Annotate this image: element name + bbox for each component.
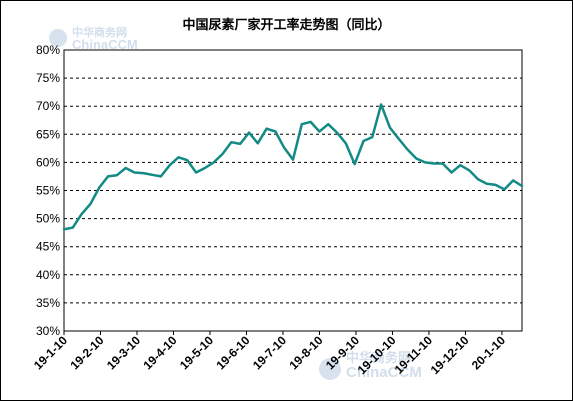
y-tick-label: 40%	[36, 268, 60, 282]
x-tick-label: 19-12-10	[428, 333, 472, 377]
x-tick-label: 19-4-10	[140, 333, 179, 372]
x-tick-label: 20-1-10	[469, 333, 508, 372]
y-axis-ticks: 30% 35% 40% 45% 50% 55% 60% 65% 70% 75% 80%	[36, 43, 60, 338]
x-tick-label: 19-7-10	[250, 333, 289, 372]
watermark-text-top-en: ChinaCCM	[72, 37, 138, 52]
x-tick-label: 19-1-10	[31, 333, 70, 372]
x-axis-ticks: 19-1-1019-2-1019-3-1019-4-1019-5-1019-6-…	[31, 331, 508, 377]
y-tick-label: 65%	[36, 127, 60, 141]
y-tick-label: 80%	[36, 43, 60, 57]
x-tick-label: 19-3-10	[104, 333, 143, 372]
watermark-text-bottom-cn: 中华商务网	[346, 350, 411, 365]
watermark-text-top-cn: 中华商务网	[72, 25, 127, 39]
y-tick-label: 45%	[36, 240, 60, 254]
y-tick-label: 55%	[36, 184, 60, 198]
y-tick-label: 50%	[36, 212, 60, 226]
chart-title: 中国尿素厂家开工率走势图（同比）	[182, 18, 391, 33]
watermarks: 中华商务网 ChinaCCM 中华商务网 ChinaCCM	[49, 25, 422, 381]
x-tick-label: 19-5-10	[177, 333, 216, 372]
series-line	[62, 103, 524, 231]
y-tick-label: 35%	[36, 296, 60, 310]
x-tick-label: 19-6-10	[213, 333, 252, 372]
watermark-text-bottom-en: ChinaCCM	[346, 364, 422, 381]
watermark-logo-icon	[49, 29, 67, 47]
y-tick-label: 70%	[36, 99, 60, 113]
y-tick-label: 75%	[36, 71, 60, 85]
gridlines	[64, 77, 522, 304]
y-tick-label: 30%	[36, 324, 60, 338]
x-tick-label: 19-2-10	[67, 333, 106, 372]
watermark-logo-icon-bottom	[319, 358, 341, 380]
y-tick-label: 60%	[36, 155, 60, 169]
